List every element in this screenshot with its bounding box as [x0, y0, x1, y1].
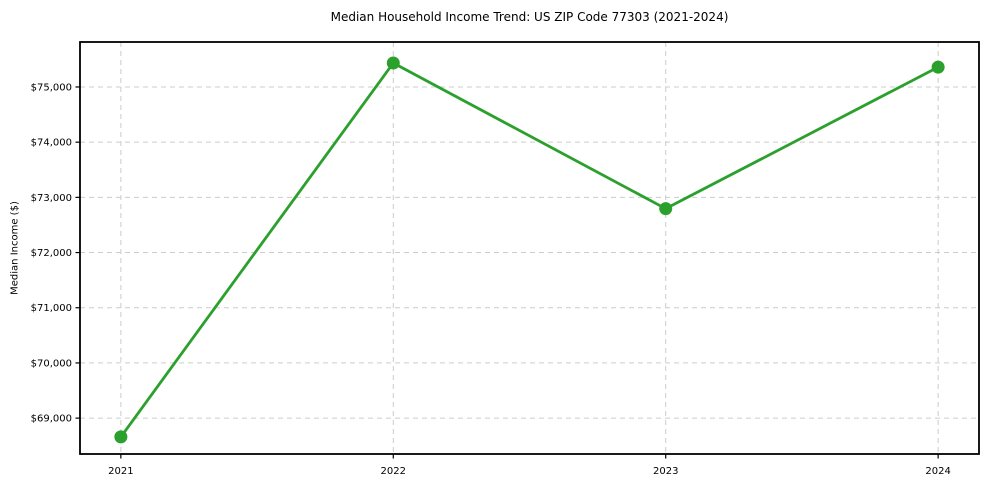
- chart-title: Median Household Income Trend: US ZIP Co…: [330, 10, 729, 24]
- x-tick-label: 2024: [925, 466, 950, 477]
- data-point-2024: [931, 60, 945, 74]
- x-tick-label: 2023: [653, 466, 678, 477]
- y-tick-label: $74,000: [31, 138, 72, 149]
- x-tick-label: 2022: [381, 466, 406, 477]
- plot-border: [79, 41, 980, 455]
- data-point-2022: [386, 56, 400, 70]
- trend-line: [119, 61, 939, 438]
- y-tick-label: $73,000: [31, 193, 72, 204]
- data-point-2023: [659, 202, 673, 216]
- y-tick-label: $69,000: [31, 414, 72, 425]
- y-tick-label: $70,000: [31, 358, 72, 369]
- data-point-2021: [114, 430, 128, 444]
- y-tick-label: $75,000: [31, 82, 72, 93]
- x-tick-label: 2021: [108, 466, 133, 477]
- y-tick-label: $72,000: [31, 248, 72, 259]
- y-tick-label: $71,000: [31, 303, 72, 314]
